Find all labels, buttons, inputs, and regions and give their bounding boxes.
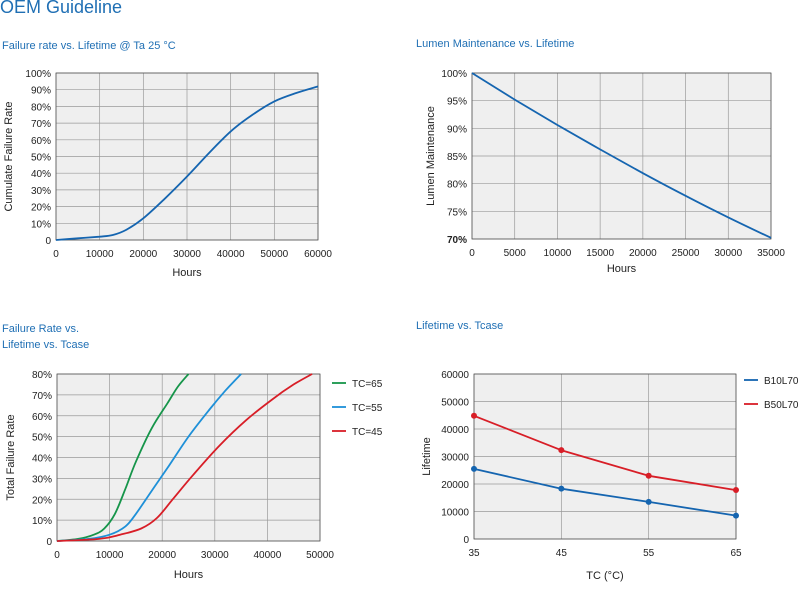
chart2-x-tick-label: 25000 — [672, 248, 700, 259]
chart2-x-tick-label: 15000 — [586, 248, 614, 259]
chart3-title-line2: Lifetime vs. Tcase — [2, 339, 90, 351]
chart4-series-b50l70-line — [473, 414, 737, 491]
chart1-y-tick-label: 70% — [31, 119, 51, 130]
chart2-y-tick-label: 90% — [447, 124, 467, 135]
chart3-x-tick-label: 40000 — [253, 550, 281, 561]
chart1-x-tick-label: 50000 — [260, 249, 288, 260]
chart3-y-axis-label: Total Failure Rate — [5, 414, 17, 500]
chart4-series-b50l70-point — [645, 472, 652, 479]
chart2-x-tick-label: 20000 — [629, 248, 657, 259]
chart4-y-tick-label: 30000 — [441, 453, 469, 464]
chart4-x-tick-label: 35 — [468, 548, 480, 559]
chart4-series-b50l70-point — [471, 412, 477, 419]
chart3-x-tick-label: 20000 — [148, 550, 176, 561]
chart1-x-tick-label: 20000 — [129, 249, 157, 260]
chart2-series-1-line — [471, 72, 772, 239]
chart3-y-tick-label: 0 — [46, 537, 52, 548]
chart3-series-tc-55-line — [56, 373, 242, 542]
chart4-series-b10l70-point — [645, 498, 652, 505]
chart4-x-tick-label: 65 — [730, 548, 742, 559]
chart3-x-axis-label: Hours — [174, 569, 204, 581]
chart2-y-tick-label: 70% — [447, 235, 467, 246]
chart2-title: Lumen Maintenance vs. Lifetime — [416, 38, 575, 50]
chart1-x-axis-label: Hours — [172, 267, 202, 279]
chart1-title: Failure rate vs. Lifetime @ Ta 25 °C — [2, 40, 176, 52]
chart2-y-tick-label: 95% — [447, 97, 467, 108]
chart1-y-tick-label: 20% — [31, 203, 51, 214]
chart4-plot-frame — [473, 373, 737, 540]
chart2-y-tick-label: 85% — [447, 152, 467, 163]
chart4-y-axis-label: Lifetime — [421, 437, 433, 476]
chart4-y-tick-label: 20000 — [441, 480, 469, 491]
chart3-y-tick-label: 60% — [32, 412, 52, 423]
chart1-y-tick-label: 50% — [31, 153, 51, 164]
chart4-series-b50l70-point — [733, 487, 739, 494]
chart2-plot-frame — [471, 72, 772, 240]
chart3-x-tick-label: 0 — [54, 550, 60, 561]
chart3-y-tick-label: 30% — [32, 474, 52, 485]
chart2-x-tick-label: 5000 — [504, 248, 527, 259]
chart4-y-tick-label: 40000 — [441, 425, 469, 436]
chart1-y-tick-label: 0 — [45, 236, 51, 247]
chart1-x-tick-label: 10000 — [86, 249, 114, 260]
chart2-x-tick-label: 35000 — [757, 248, 785, 259]
chart2-x-tick-label: 30000 — [714, 248, 742, 259]
chart1-y-axis-label: Cumulate Failure Rate — [3, 101, 15, 211]
chart1-y-tick-label: 60% — [31, 136, 51, 147]
chart1-plot-frame — [55, 72, 319, 241]
chart4-y-tick-label: 0 — [463, 535, 469, 546]
chart1-x-tick-label: 30000 — [173, 249, 201, 260]
chart3-legend-label: TC=65 — [352, 379, 383, 390]
chart4-series-b10l70-point — [733, 512, 739, 519]
chart1-x-tick-label: 0 — [53, 249, 59, 260]
chart4-y-tick-label: 60000 — [441, 370, 469, 381]
chart4-series-b50l70-point — [558, 447, 565, 454]
chart4-x-axis-label: TC (°C) — [586, 570, 623, 582]
chart2-y-tick-label: 80% — [447, 180, 467, 191]
chart2-x-axis-label: Hours — [607, 263, 637, 275]
chart3-x-tick-label: 50000 — [306, 550, 334, 561]
chart1-series-1-line — [55, 85, 319, 241]
chart3-x-tick-label: 30000 — [201, 550, 229, 561]
chart4-x-tick-label: 55 — [643, 548, 655, 559]
page-title: OEM Guideline — [0, 0, 123, 17]
chart4-y-tick-label: 10000 — [441, 508, 469, 519]
chart1-x-tick-label: 40000 — [217, 249, 245, 260]
chart1-y-tick-label: 30% — [31, 186, 51, 197]
chart3-series-tc-45-line — [56, 373, 313, 542]
chart4-legend-label: B10L70 — [764, 376, 799, 387]
chart2-y-tick-label: 75% — [447, 207, 467, 218]
chart2-y-tick-label: 100% — [441, 69, 467, 80]
chart4-x-tick-label: 45 — [556, 548, 568, 559]
chart4-legend-label: B50L70 — [764, 400, 799, 411]
chart3-legend-label: TC=45 — [352, 427, 383, 438]
chart4-series-b10l70-point — [558, 485, 565, 492]
chart4-title: Lifetime vs. Tcase — [416, 320, 504, 332]
chart3-x-tick-label: 10000 — [96, 550, 124, 561]
chart2-x-tick-label: 0 — [469, 248, 475, 259]
chart4-y-tick-label: 50000 — [441, 398, 469, 409]
chart3-y-tick-label: 20% — [32, 495, 52, 506]
chart3-legend-label: TC=55 — [352, 403, 383, 414]
chart1-x-tick-label: 60000 — [304, 249, 332, 260]
chart3-series-tc-65-line — [56, 373, 190, 542]
chart3-y-tick-label: 40% — [32, 454, 52, 465]
chart3-y-tick-label: 80% — [32, 370, 52, 381]
chart1-y-tick-label: 40% — [31, 169, 51, 180]
chart2-x-tick-label: 10000 — [544, 248, 572, 259]
chart4-series-b10l70-line — [473, 468, 737, 517]
chart1-y-tick-label: 90% — [31, 86, 51, 97]
chart3-y-tick-label: 50% — [32, 433, 52, 444]
chart1-y-tick-label: 100% — [25, 69, 51, 80]
chart1-y-tick-label: 10% — [31, 219, 51, 230]
chart1-y-tick-label: 80% — [31, 102, 51, 113]
chart3-y-tick-label: 70% — [32, 391, 52, 402]
chart2-y-axis-label: Lumen Maintenance — [425, 106, 437, 206]
chart4-series-b10l70-point — [471, 465, 477, 472]
chart3-y-tick-label: 10% — [32, 516, 52, 527]
chart3-title: Failure Rate vs. — [2, 323, 80, 335]
